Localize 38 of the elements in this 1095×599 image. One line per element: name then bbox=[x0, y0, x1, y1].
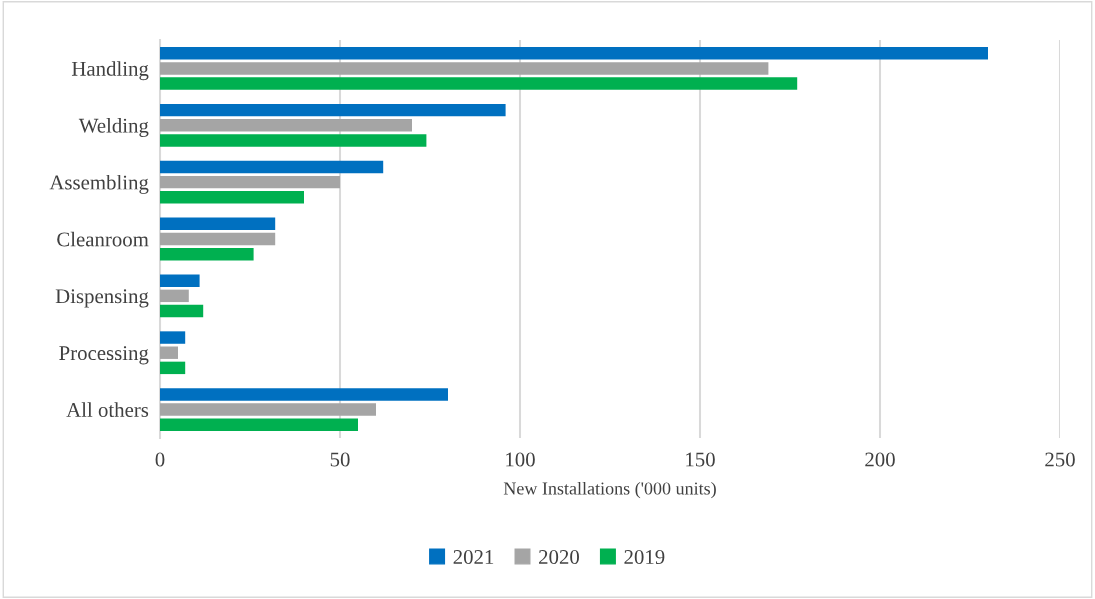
legend-label: 2020 bbox=[539, 549, 579, 565]
bar bbox=[160, 62, 769, 75]
bar bbox=[160, 247, 254, 261]
y-tick-label: Cleanroom bbox=[57, 231, 149, 247]
bar bbox=[160, 388, 448, 401]
bar bbox=[160, 361, 186, 375]
bar bbox=[160, 331, 186, 344]
y-tick-label: All others bbox=[66, 402, 149, 417]
bar bbox=[160, 47, 988, 60]
bar bbox=[160, 274, 200, 287]
bar bbox=[160, 418, 358, 431]
x-tick-label: 150 bbox=[686, 452, 715, 467]
bar bbox=[160, 232, 276, 246]
bar bbox=[160, 346, 178, 359]
bar bbox=[160, 289, 189, 303]
y-tick-label: Welding bbox=[78, 118, 149, 138]
x-tick-label: 0 bbox=[155, 452, 165, 467]
bar bbox=[160, 191, 304, 204]
x-axis-title: New Installations ('000 units) bbox=[503, 481, 716, 499]
x-tick-label: 200 bbox=[865, 452, 895, 467]
y-tick-label: Assembling bbox=[49, 174, 149, 194]
x-tick-label: 250 bbox=[1045, 452, 1075, 467]
bar bbox=[160, 119, 412, 132]
y-tick-label: Handling bbox=[71, 61, 149, 81]
y-tick-label: Dispensing bbox=[55, 289, 149, 308]
bar bbox=[160, 304, 204, 318]
bar bbox=[160, 403, 376, 416]
y-tick-label: Processing bbox=[59, 346, 149, 365]
bar bbox=[160, 77, 798, 90]
bar bbox=[160, 175, 340, 189]
legend-label: 2021 bbox=[453, 549, 494, 565]
legend-label: 2019 bbox=[624, 549, 665, 565]
x-tick-label: 50 bbox=[330, 452, 350, 467]
x-tick-label: 100 bbox=[506, 452, 535, 467]
bar bbox=[160, 134, 427, 147]
bar bbox=[160, 217, 276, 231]
bar bbox=[160, 103, 506, 117]
bar bbox=[160, 160, 384, 174]
